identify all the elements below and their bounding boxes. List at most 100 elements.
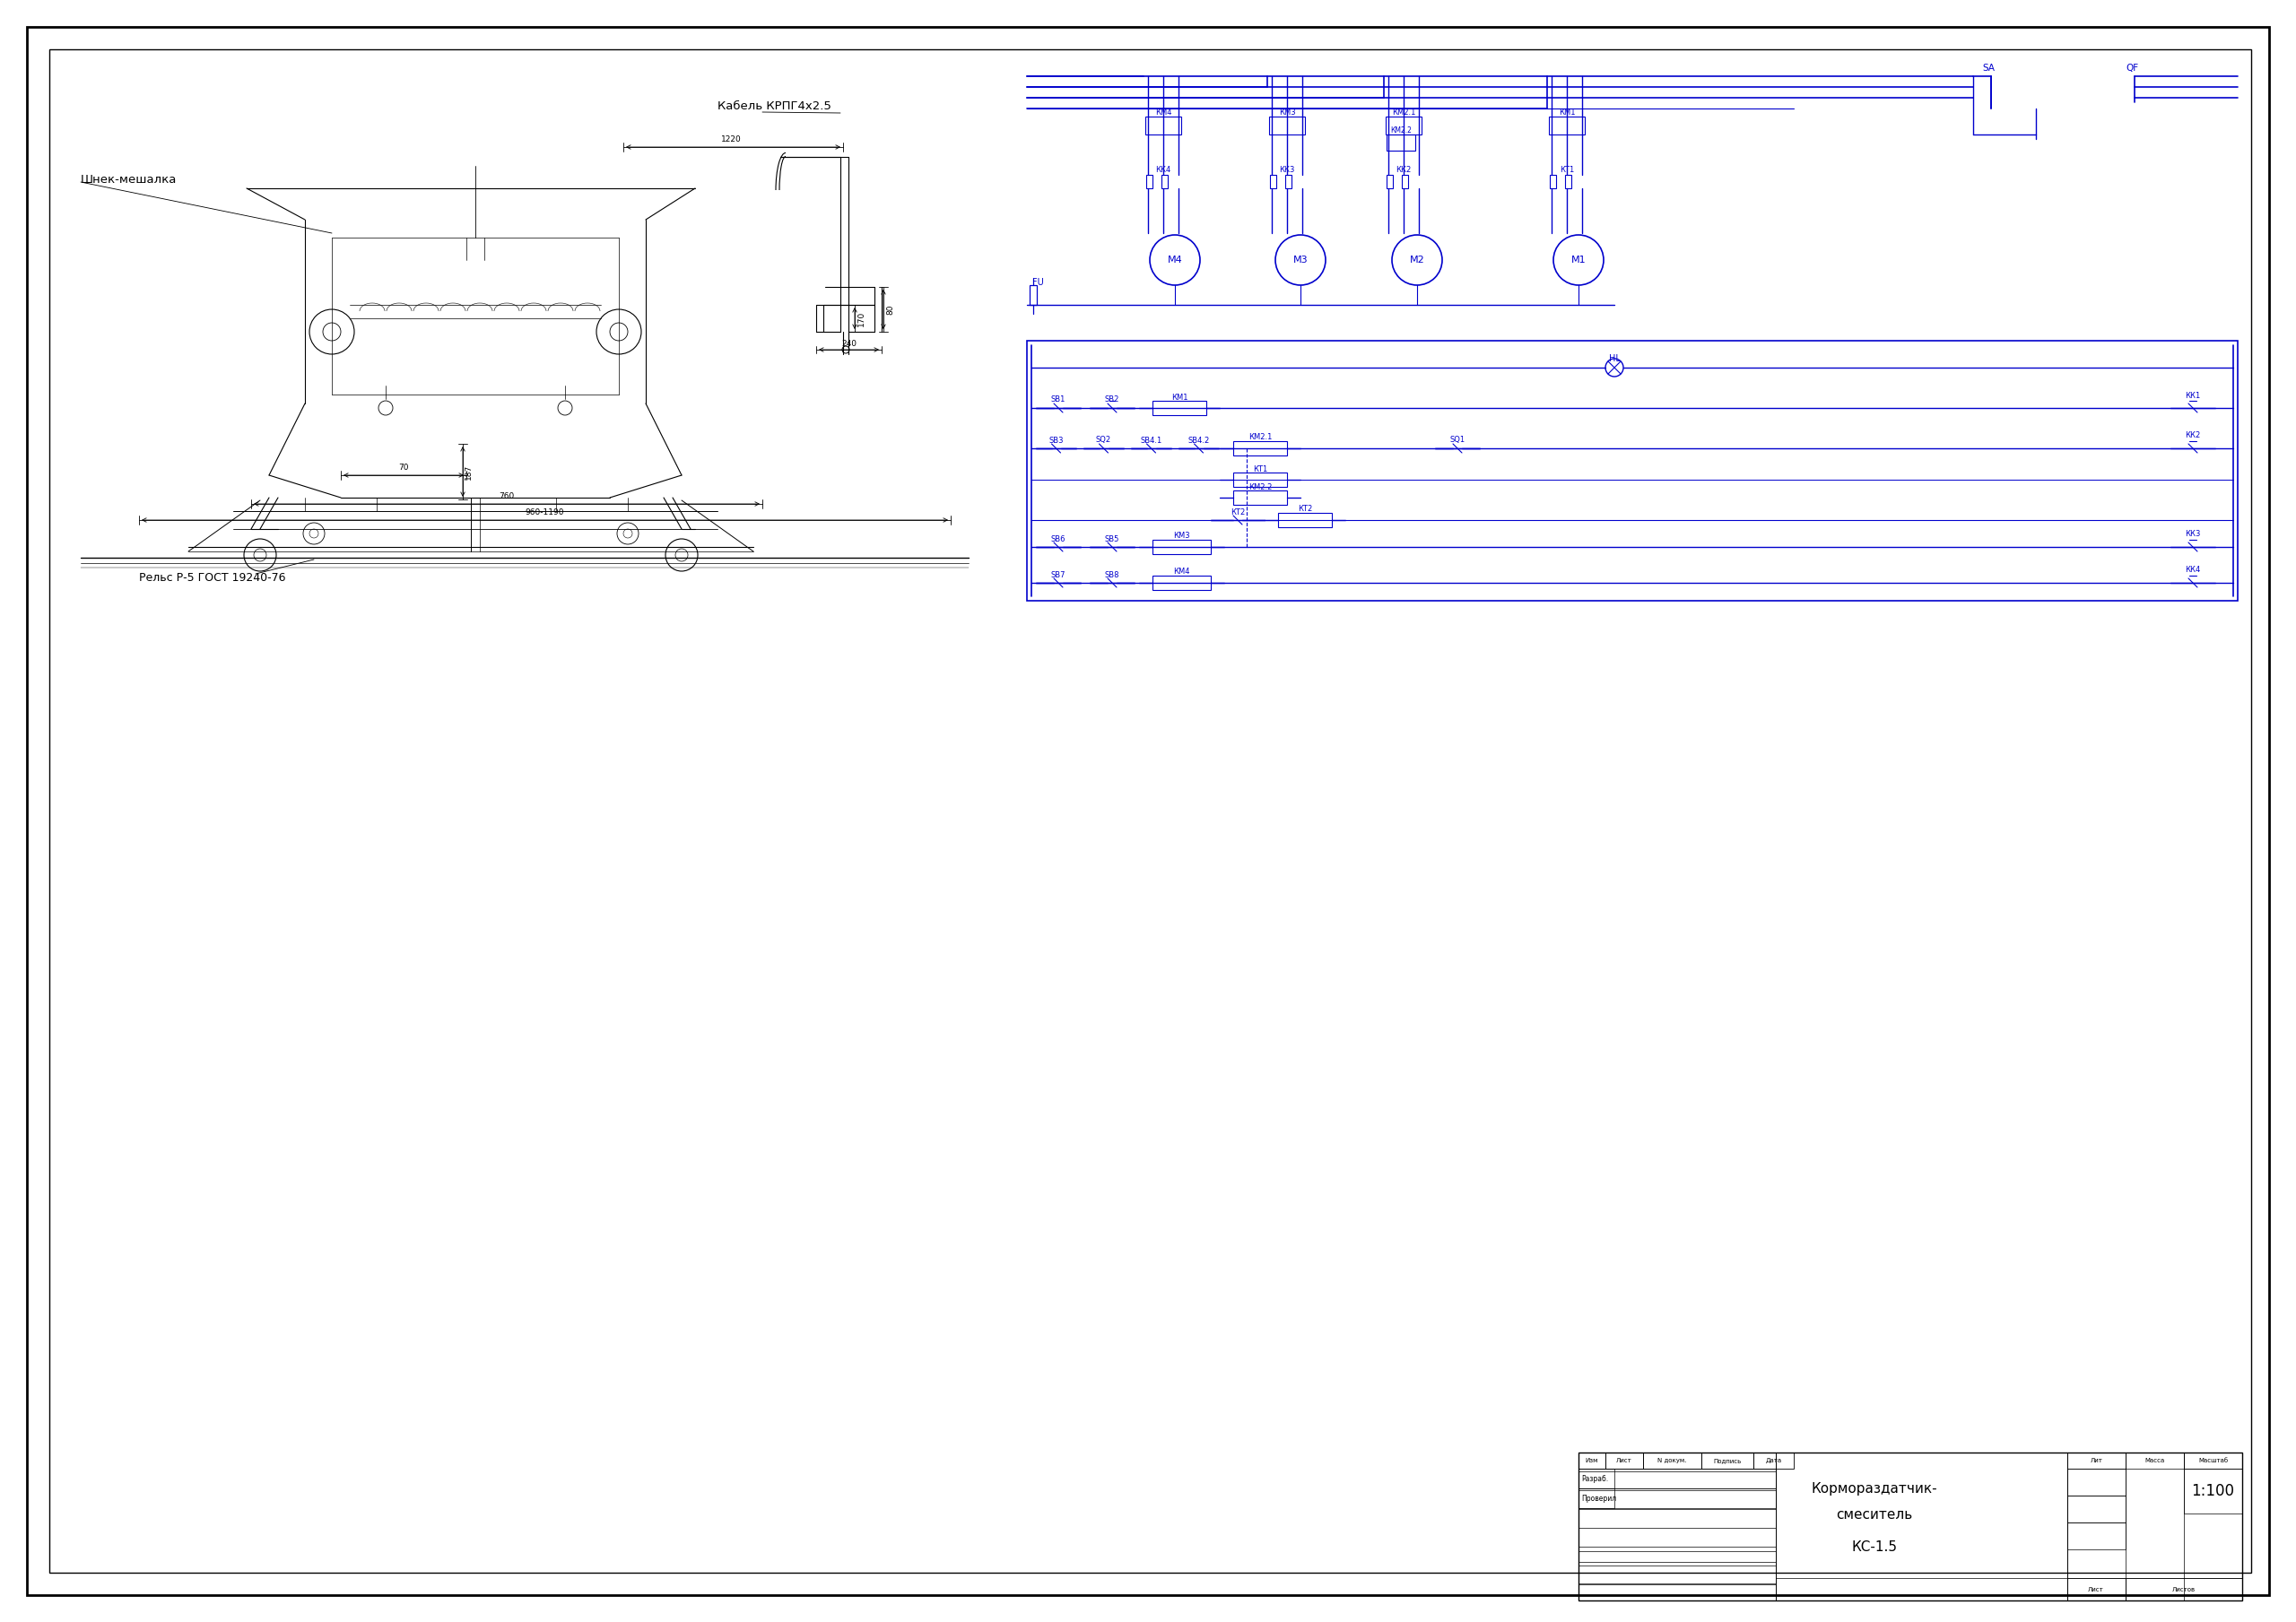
Text: Рельс Р-5 ГОСТ 19240-76: Рельс Р-5 ГОСТ 19240-76	[140, 573, 285, 584]
Bar	[2066, 1468, 2126, 1495]
Bar	[1605, 1453, 1644, 1468]
Text: Шнек-мешалка: Шнек-мешалка	[80, 174, 177, 185]
Text: SB3: SB3	[1049, 436, 1063, 444]
Bar	[1153, 540, 1210, 555]
Text: SB2: SB2	[1104, 396, 1120, 404]
Text: 170: 170	[856, 310, 866, 326]
Bar	[1403, 175, 1407, 188]
Bar	[2066, 1578, 2126, 1601]
Text: М2: М2	[1410, 256, 1424, 264]
Text: Кабель КРПГ4х2.5: Кабель КРПГ4х2.5	[716, 101, 831, 112]
Bar	[2066, 1453, 2126, 1468]
Bar	[2183, 1453, 2243, 1468]
Text: Проверил: Проверил	[1582, 1494, 1616, 1502]
Text: SB4.1: SB4.1	[1141, 436, 1162, 444]
Text: SB5: SB5	[1104, 535, 1120, 543]
Text: 760: 760	[498, 493, 514, 501]
Bar	[1580, 1489, 1775, 1508]
Bar	[1580, 1453, 1605, 1468]
Text: КМ3: КМ3	[1173, 532, 1189, 540]
Text: SA: SA	[1981, 63, 1995, 73]
Bar	[1387, 135, 1414, 151]
Text: смеситель: смеситель	[1837, 1508, 1913, 1521]
Text: QF: QF	[2126, 63, 2138, 73]
Text: Разраб.: Разраб.	[1582, 1474, 1607, 1483]
Text: М4: М4	[1166, 256, 1182, 264]
Text: КМ4: КМ4	[1155, 109, 1171, 117]
Text: Масштаб: Масштаб	[2197, 1458, 2227, 1463]
Text: SB7: SB7	[1052, 571, 1065, 579]
Bar	[1029, 285, 1038, 305]
Bar	[1270, 117, 1304, 135]
Text: КМ2.1: КМ2.1	[1391, 109, 1414, 117]
Text: КМ2.1: КМ2.1	[1249, 433, 1272, 441]
Bar	[2126, 1453, 2183, 1468]
Text: М1: М1	[1570, 256, 1587, 264]
Text: Лит: Лит	[2089, 1458, 2103, 1463]
Text: HL: HL	[1609, 354, 1621, 363]
Text: N докум.: N докум.	[1658, 1458, 1688, 1463]
Bar	[1580, 1489, 1614, 1508]
Text: SB4.2: SB4.2	[1187, 436, 1210, 444]
Text: КТ2: КТ2	[1231, 508, 1244, 516]
Bar	[2183, 1468, 2243, 1513]
Text: КК1: КК1	[2186, 391, 2200, 399]
Text: FU: FU	[1033, 277, 1045, 287]
Bar	[1270, 175, 1277, 188]
Text: КК3: КК3	[1279, 167, 1295, 175]
Text: КК2: КК2	[1396, 167, 1412, 175]
Bar	[1387, 117, 1421, 135]
Bar	[1580, 1468, 1775, 1489]
Circle shape	[1391, 235, 1442, 285]
Text: 80: 80	[886, 305, 895, 315]
Text: КМ2.2: КМ2.2	[1249, 483, 1272, 491]
Bar	[1153, 401, 1205, 415]
Text: Лист: Лист	[2087, 1586, 2103, 1593]
Text: 1220: 1220	[721, 136, 742, 144]
Text: КК2: КК2	[2186, 431, 2200, 440]
Text: 240: 240	[840, 341, 856, 349]
Text: КС-1.5: КС-1.5	[1851, 1539, 1896, 1554]
Bar	[1233, 441, 1288, 456]
Bar	[1550, 175, 1557, 188]
Bar	[1580, 1468, 1614, 1489]
Text: КМ4: КМ4	[1173, 568, 1189, 576]
Bar	[1026, 341, 2239, 600]
Text: КТ1: КТ1	[1254, 466, 1267, 474]
Circle shape	[1274, 235, 1325, 285]
Text: Дата: Дата	[1766, 1458, 1782, 1463]
Bar	[1233, 472, 1288, 487]
Bar	[1153, 576, 1210, 590]
Bar	[1146, 175, 1153, 188]
Text: Масса: Масса	[2144, 1458, 2165, 1463]
Text: SQ2: SQ2	[1095, 436, 1111, 444]
Bar	[1550, 117, 1584, 135]
Text: Подпись: Подпись	[1713, 1458, 1740, 1463]
Text: 960-1190: 960-1190	[526, 509, 565, 517]
Circle shape	[1554, 235, 1603, 285]
Text: 187: 187	[464, 464, 473, 480]
Bar	[1286, 175, 1290, 188]
Text: SB1: SB1	[1052, 396, 1065, 404]
Bar	[1387, 175, 1394, 188]
Bar	[1233, 490, 1288, 504]
Text: Лист: Лист	[1616, 1458, 1632, 1463]
Bar	[1279, 513, 1332, 527]
Text: 1:100: 1:100	[2190, 1483, 2234, 1499]
Bar	[1701, 1453, 1754, 1468]
Bar	[2126, 1578, 2243, 1601]
Bar	[1566, 175, 1570, 188]
Text: Изм: Изм	[1587, 1458, 1598, 1463]
Text: Листов: Листов	[2172, 1586, 2195, 1593]
Text: КТ1: КТ1	[1559, 167, 1575, 175]
Circle shape	[1150, 235, 1201, 285]
Text: КМ1: КМ1	[1559, 109, 1575, 117]
Text: SB6: SB6	[1052, 535, 1065, 543]
Text: М3: М3	[1293, 256, 1309, 264]
Bar	[1146, 117, 1180, 135]
Text: КМ1: КМ1	[1171, 393, 1187, 401]
Text: SB8: SB8	[1104, 571, 1120, 579]
Bar	[1644, 1453, 1701, 1468]
Text: КК4: КК4	[1155, 167, 1171, 175]
Text: КМ2.2: КМ2.2	[1389, 127, 1412, 135]
